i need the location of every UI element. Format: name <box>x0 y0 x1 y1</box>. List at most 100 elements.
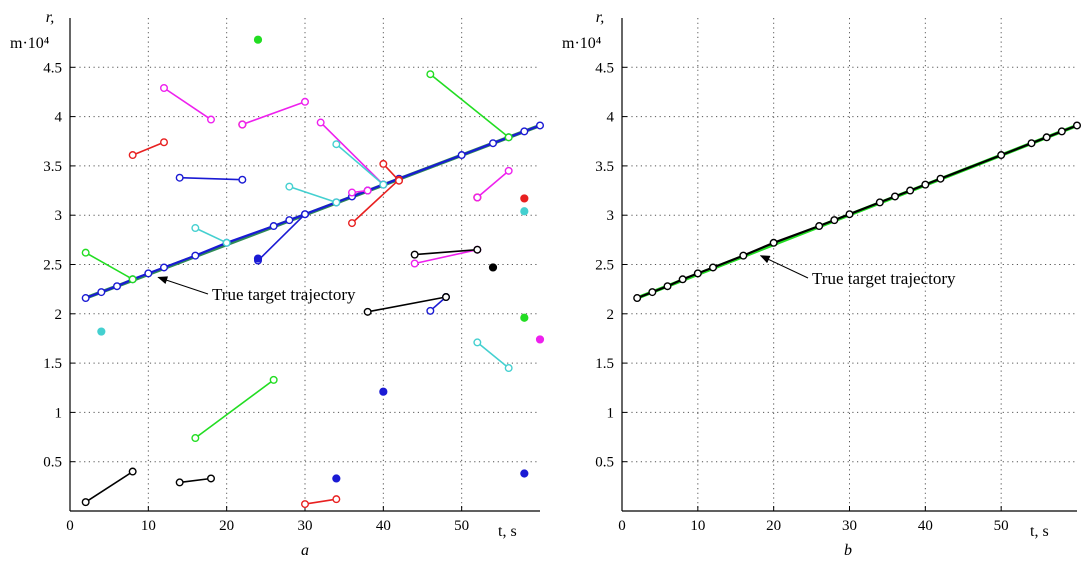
isolated-point <box>520 207 529 216</box>
track-line <box>320 121 384 186</box>
track-line <box>289 185 337 204</box>
track-point <box>739 251 748 260</box>
x-tick-label: 40 <box>376 518 391 534</box>
track-point <box>316 118 325 127</box>
track-line <box>132 141 165 156</box>
y-tick-label: 4.5 <box>43 60 62 76</box>
y-axis-label-unit: m·10⁴ <box>10 35 50 52</box>
track-point <box>238 120 247 129</box>
annotation-arrow <box>759 255 809 279</box>
track-point <box>112 282 121 291</box>
track-point <box>128 275 137 284</box>
x-tick-label: 40 <box>918 518 933 534</box>
track-point <box>473 245 482 254</box>
panel-label: b <box>844 542 852 559</box>
track-point <box>332 495 341 504</box>
x-tick-label: 20 <box>219 518 234 534</box>
track-line <box>179 477 212 484</box>
track-point <box>1057 127 1066 136</box>
track-point <box>285 216 294 225</box>
annotation-arrow <box>157 276 209 295</box>
track-point <box>504 166 513 175</box>
track-point <box>473 193 482 202</box>
track-point <box>175 173 184 182</box>
y-tick-label: 3.5 <box>595 159 614 175</box>
track-line <box>476 341 510 369</box>
track-line <box>335 143 384 186</box>
track-point <box>159 263 168 272</box>
track-point <box>363 186 372 195</box>
track-point <box>269 222 278 231</box>
y-tick-label: 1.5 <box>595 356 614 372</box>
y-tick-label: 2 <box>55 307 63 323</box>
x-tick-label: 30 <box>842 518 857 534</box>
isolated-point <box>520 469 529 478</box>
track-point <box>348 188 357 197</box>
track-point <box>81 248 90 257</box>
track-point <box>663 282 672 291</box>
track-point <box>301 500 310 509</box>
panel-a: 0 10 20 30 40 50 0.5 1 1.5 2 2.5 3 3.5 4 4.5 r, m·10⁴ t, … <box>10 9 545 559</box>
isolated-point <box>488 263 498 272</box>
y-tick-label: 4 <box>55 110 63 126</box>
y-tick-label: 3 <box>607 208 615 224</box>
grid <box>622 18 1077 511</box>
y-tick-label: 1.5 <box>43 356 62 372</box>
y-tick-label: 0.5 <box>595 455 614 471</box>
track-point <box>159 138 168 147</box>
track-point <box>473 338 482 347</box>
y-tick-label: 1 <box>607 405 615 421</box>
y-tick-label: 2 <box>607 307 615 323</box>
track-point <box>128 467 137 476</box>
track-point <box>395 176 404 185</box>
track-point <box>1042 133 1051 142</box>
track-line <box>414 248 478 265</box>
isolated-point <box>520 194 529 203</box>
track-point <box>238 175 247 184</box>
track-point <box>633 294 642 303</box>
x-tick-label: 50 <box>994 518 1009 534</box>
track-point <box>97 288 106 297</box>
track-point <box>332 140 341 149</box>
y-tick-label: 4.5 <box>595 60 614 76</box>
y-axis-label-symbol: r, <box>596 9 604 26</box>
track-point <box>159 84 168 93</box>
isolated-point <box>520 313 529 322</box>
annotation-text: True target trajectory <box>812 269 956 288</box>
track-point <box>906 186 915 195</box>
track-line <box>85 124 541 300</box>
track-line <box>367 296 447 313</box>
annotation-text: True target trajectory <box>212 285 356 304</box>
panel-label: a <box>301 542 309 559</box>
y-axis-label-unit: m·10⁴ <box>562 35 602 52</box>
track-point <box>815 222 824 231</box>
track-point <box>1072 121 1081 130</box>
y-tick-label: 1 <box>55 405 63 421</box>
track-line <box>257 213 306 262</box>
track-point <box>1027 139 1036 148</box>
track-point <box>301 210 310 219</box>
track-point <box>520 127 529 136</box>
x-tick-label: 10 <box>141 518 156 534</box>
track-point <box>504 364 513 373</box>
track-point <box>363 307 372 316</box>
track-line <box>429 73 510 138</box>
y-axis-label-symbol: r, <box>46 9 54 26</box>
track-point <box>410 259 419 268</box>
track-point <box>875 198 884 207</box>
track-point <box>348 219 357 228</box>
isolated-point <box>379 387 388 396</box>
track-point <box>175 478 184 487</box>
y-tick-label: 3 <box>55 208 63 224</box>
x-tick-label: 20 <box>766 518 781 534</box>
track-point <box>191 224 200 233</box>
track-point <box>921 180 930 189</box>
isolated-point <box>535 335 545 344</box>
track-point <box>769 238 778 247</box>
track-point <box>269 375 278 384</box>
track-point <box>709 263 718 272</box>
x-axis-label: t, s <box>498 523 517 540</box>
track-line <box>414 248 478 256</box>
track-line <box>85 470 134 503</box>
